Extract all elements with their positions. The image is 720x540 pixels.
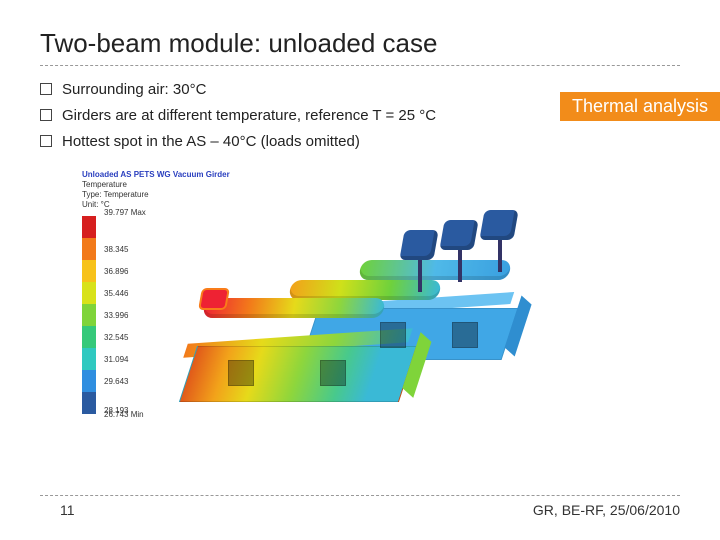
thermal-render: [170, 186, 490, 446]
thermal-figure: Unloaded AS PETS WG Vacuum Girder Temper…: [60, 166, 500, 466]
colorbar-tick: 29.643: [82, 370, 140, 392]
slide: Two-beam module: unloaded case Thermal a…: [0, 0, 720, 540]
footer: 11 GR, BE-RF, 25/06/2010: [40, 495, 680, 518]
vacuum-pod: [399, 230, 438, 260]
beam-tube: [358, 260, 512, 280]
vacuum-pod: [439, 220, 478, 250]
colorbar-swatch: [82, 326, 96, 348]
colorbar-tick: 36.896: [82, 260, 140, 282]
figure-meta-title: Unloaded AS PETS WG Vacuum Girder: [82, 170, 230, 180]
bullet-text: Girders are at different temperature, re…: [62, 104, 436, 128]
colorbar-tick: 31.094: [82, 348, 140, 370]
checkbox-icon: [40, 135, 52, 147]
colorbar-label: 35.446: [104, 289, 128, 298]
vacuum-pod: [479, 210, 518, 240]
colorbar-swatch: [82, 216, 96, 238]
colorbar-tick: 38.345: [82, 238, 140, 260]
girder-opening: [452, 322, 478, 348]
list-item: Hottest spot in the AS – 40°C (loads omi…: [40, 130, 680, 154]
analysis-badge: Thermal analysis: [560, 92, 720, 121]
colorbar-tick: 35.446: [82, 282, 140, 304]
component-stem: [458, 246, 462, 282]
colorbar-label: 32.545: [104, 333, 128, 342]
checkbox-icon: [40, 109, 52, 121]
bullet-text: Surrounding air: 30°C: [62, 78, 206, 102]
colorbar-label: 39.797 Max: [104, 208, 146, 217]
checkbox-icon: [40, 83, 52, 95]
bullet-text: Hottest spot in the AS – 40°C (loads omi…: [62, 130, 360, 154]
colorbar-swatch: [82, 392, 96, 414]
colorbar-swatch: [82, 282, 96, 304]
girder-warm: [179, 346, 417, 402]
hotspot: [200, 290, 227, 308]
title-divider: [40, 65, 680, 66]
component-stem: [418, 256, 422, 292]
beam-tube: [202, 298, 386, 318]
colorbar-swatch: [82, 348, 96, 370]
colorbar-swatch: [82, 304, 96, 326]
colorbar: 39.797 Max 38.345 36.896 35.446 33.996 3…: [82, 216, 140, 414]
colorbar-label: 29.643: [104, 377, 128, 386]
colorbar-label: 26.743 Min: [104, 410, 144, 419]
colorbar-label: 36.896: [104, 267, 128, 276]
footer-divider: [40, 495, 680, 496]
colorbar-label: 31.094: [104, 355, 128, 364]
page-number: 11: [60, 502, 75, 518]
colorbar-swatch: [82, 370, 96, 392]
colorbar-tick: 33.996: [82, 304, 140, 326]
girder-opening: [320, 360, 346, 386]
component-stem: [498, 236, 502, 272]
colorbar-swatch: [82, 238, 96, 260]
bullet-list: Thermal analysis Surrounding air: 30°C G…: [40, 78, 680, 154]
footer-credit: GR, BE-RF, 25/06/2010: [533, 502, 680, 518]
colorbar-label: 33.996: [104, 311, 128, 320]
page-title: Two-beam module: unloaded case: [40, 28, 680, 59]
colorbar-swatch: [82, 260, 96, 282]
girder-opening: [380, 322, 406, 348]
colorbar-label: 38.345: [104, 245, 128, 254]
colorbar-tick: 32.545: [82, 326, 140, 348]
girder-opening: [228, 360, 254, 386]
colorbar-tick: 39.797 Max: [82, 216, 140, 238]
